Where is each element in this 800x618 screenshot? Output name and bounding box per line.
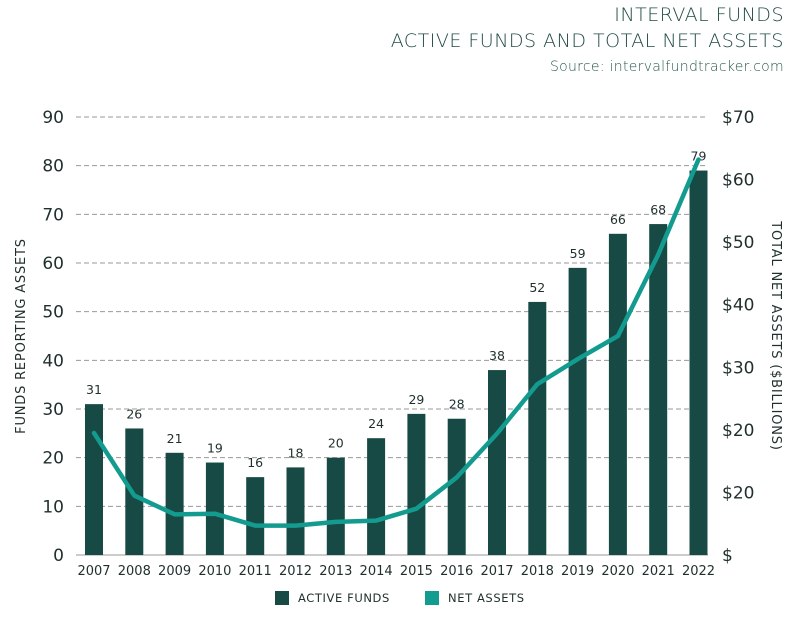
right-tick-label: $50 [722,233,754,253]
bar [367,438,386,555]
chart-source: Source: intervalfundtracker.com [549,59,784,75]
x-tick-label: 2015 [400,564,433,579]
y-axis-label: FUNDS REPORTING ASSETS [14,238,29,434]
right-tick-label: $20 [722,483,754,503]
bar [205,462,224,555]
legend: ACTIVE FUNDS NET ASSETS [0,591,800,611]
x-axis-ticks: 2007 2008 2009 2010 2011 2012 2013 2014 2015 2016… [77,564,715,579]
left-tick-label: 10 [42,497,64,517]
chart-title: INTERVAL FUNDS [614,4,784,26]
x-tick-label: 2019 [561,564,594,579]
x-tick-label: 2010 [198,564,231,579]
right-axis-ticks: $ $20 $20 $30 $40 $50 $60 $70 [722,108,754,566]
left-tick-label: 70 [42,205,64,225]
x-tick-label: 2014 [360,564,393,579]
right-tick-label: $30 [722,358,754,378]
left-tick-label: 90 [42,108,64,128]
legend-swatch-bar [275,591,289,605]
x-tick-label: 2016 [440,564,473,579]
bar-data-label: 28 [449,397,465,412]
left-tick-label: 0 [53,546,64,566]
chart-subtitle: ACTIVE FUNDS AND TOTAL NET ASSETS [390,30,784,52]
x-tick-label: 2021 [642,564,675,579]
x-tick-label: 2011 [239,564,272,579]
bar-data-label: 66 [610,212,626,227]
bar-data-label: 26 [126,406,142,421]
bar [326,457,345,555]
bar [286,467,305,555]
bar-data-label: 52 [529,280,545,295]
bar-data-label: 59 [570,246,586,261]
bar [246,477,265,555]
left-tick-label: 60 [42,254,64,274]
legend-swatch-line [425,591,439,605]
x-tick-label: 2012 [279,564,312,579]
x-tick-label: 2013 [319,564,352,579]
bar [608,233,627,556]
bar-data-label: 19 [207,441,223,456]
bar-data-labels: 31 26 21 19 16 18 20 24 29 28 38 52 59 66 68 79 [86,149,706,471]
bar [689,170,708,556]
left-tick-label: 80 [42,157,64,177]
bar-data-label: 21 [167,431,183,446]
bar-data-label: 38 [489,348,505,363]
left-tick-label: 50 [42,303,64,323]
bar [528,301,547,555]
left-tick-label: 30 [42,400,64,420]
x-tick-label: 2020 [601,564,634,579]
legend-item-active-funds: ACTIVE FUNDS [275,591,390,605]
bar-data-label: 68 [650,202,666,217]
right-tick-label: $70 [722,108,754,128]
bar-data-label: 79 [691,149,707,164]
x-tick-label: 2008 [118,564,151,579]
left-axis-ticks: 0 10 20 30 40 50 60 70 80 90 [42,108,64,566]
bar-data-label: 24 [368,416,384,431]
line-series [91,157,701,528]
bar [488,370,506,555]
net-assets-line [91,157,701,528]
left-tick-label: 20 [42,449,64,469]
y2-axis-label: TOTAL NET ASSETS ($BILLIONS) [768,220,783,450]
bar [568,267,587,555]
bar-series [85,170,708,556]
left-tick-label: 40 [42,351,64,371]
bar [447,418,466,555]
bar-data-label: 29 [408,392,424,407]
bar-data-label: 16 [247,455,263,470]
bar [85,404,103,555]
right-tick-label: $60 [722,171,754,191]
chart-area: 31 26 21 19 16 18 20 24 29 28 38 52 59 66 68 79 0 10 20 30… [14,108,783,579]
bar [407,413,426,555]
bar-data-label: 18 [288,445,304,460]
x-tick-label: 2007 [77,564,110,579]
right-tick-label: $20 [722,421,754,441]
legend-label-net-assets: NET ASSETS [448,591,525,605]
bar-data-label: 31 [86,382,102,397]
x-tick-label: 2009 [158,564,191,579]
right-tick-label: $ [722,546,733,566]
x-tick-label: 2018 [521,564,554,579]
legend-item-net-assets: NET ASSETS [425,591,525,605]
bar [649,224,668,556]
legend-label-active-funds: ACTIVE FUNDS [298,591,390,605]
x-tick-label: 2022 [682,564,715,579]
bar-data-label: 20 [328,436,344,451]
right-tick-label: $40 [722,296,754,316]
bar [165,452,184,555]
x-tick-label: 2017 [480,564,513,579]
